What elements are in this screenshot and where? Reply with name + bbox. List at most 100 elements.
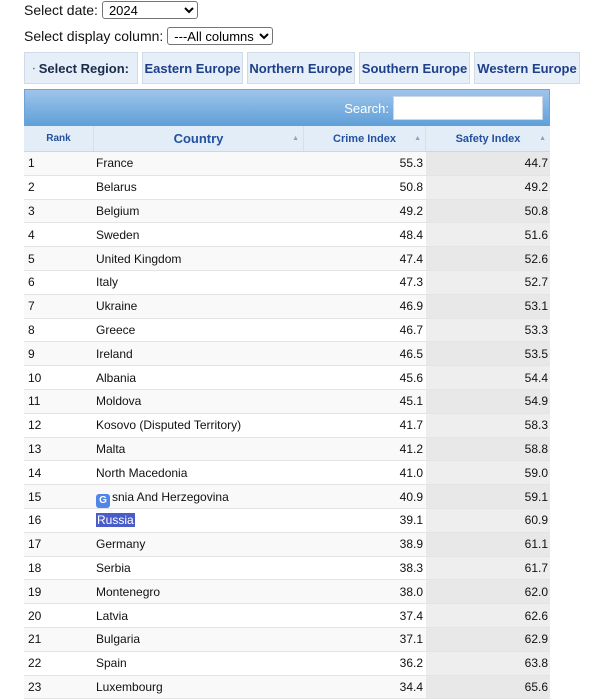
safety-cell: 62.9 <box>426 627 550 651</box>
rank-cell: 10 <box>24 366 94 389</box>
crime-cell-text: 46.9 <box>399 299 423 314</box>
region-eastern-europe[interactable]: Eastern Europe <box>142 52 243 84</box>
header-safety-index[interactable]: Safety Index ▲ <box>426 126 550 151</box>
header-crime-label: Crime Index <box>333 132 396 145</box>
safety-cell-text: 54.4 <box>524 370 548 385</box>
country-cell: Italy <box>94 271 304 294</box>
country-cell: Luxembourg <box>94 675 304 699</box>
crime-cell-text: 41.2 <box>399 441 423 456</box>
rank-cell-text: 22 <box>28 656 42 671</box>
crime-cell: 40.9 <box>304 485 426 508</box>
crime-cell: 46.5 <box>304 342 426 366</box>
rank-cell: 6 <box>24 271 94 294</box>
country-cell-text: Sweden <box>96 227 140 242</box>
country-cell: Malta <box>94 437 304 461</box>
crime-cell: 50.8 <box>304 176 426 199</box>
table-row: 14 North Macedonia 41.0 59.0 <box>24 461 550 486</box>
country-cell-text: Ukraine <box>96 299 138 314</box>
country-cell-text: Ireland <box>96 346 133 361</box>
safety-cell-text: 62.6 <box>524 608 548 623</box>
country-cell: Kosovo (Disputed Territory) <box>94 414 304 437</box>
crime-cell: 37.1 <box>304 627 426 651</box>
safety-cell: 53.1 <box>426 294 550 318</box>
google-translate-icon[interactable]: G <box>96 493 110 508</box>
safety-cell-text: 53.5 <box>524 346 548 361</box>
safety-cell-text: 50.8 <box>524 203 548 218</box>
table-row: 12 Kosovo (Disputed Territory) 41.7 58.3 <box>24 413 550 438</box>
rank-cell-text: 6 <box>28 275 35 290</box>
rank-cell-text: 9 <box>28 346 35 361</box>
header-country-label: Country <box>173 131 224 146</box>
crime-cell: 47.4 <box>304 247 426 270</box>
safety-cell: 54.9 <box>426 389 550 413</box>
country-cell: North Macedonia <box>94 461 304 484</box>
table-row: 20 Latvia 37.4 62.6 <box>24 604 550 628</box>
column-select[interactable]: ---All columns--- <box>167 27 274 45</box>
rank-cell: 22 <box>24 652 94 675</box>
country-cell: France <box>94 152 304 175</box>
rank-cell: 5 <box>24 247 94 270</box>
safety-cell-text: 58.3 <box>524 418 548 433</box>
rank-cell: 3 <box>24 199 94 223</box>
select-region-label: Select Region: <box>24 52 138 84</box>
country-cell-text: Spain <box>96 656 127 671</box>
rank-cell-text: 23 <box>28 679 42 694</box>
safety-cell-text: 51.6 <box>524 227 548 242</box>
country-cell: Sweden <box>94 223 304 246</box>
table-row: 6 Italy 47.3 52.7 <box>24 270 550 295</box>
search-label: Search: <box>344 100 389 116</box>
crime-cell-text: 36.2 <box>399 656 423 671</box>
table-row: 2 Belarus 50.8 49.2 <box>24 175 550 200</box>
country-cell-text: Greece <box>96 322 136 337</box>
country-cell-text: France <box>96 156 134 171</box>
region-western-europe[interactable]: Western Europe <box>474 52 580 84</box>
safety-cell: 58.8 <box>426 437 550 461</box>
crime-cell: 45.6 <box>304 366 426 389</box>
date-select[interactable]: 2024 <box>101 1 198 19</box>
rank-cell-text: 21 <box>28 632 42 647</box>
crime-cell: 38.9 <box>304 532 426 556</box>
table-row: 4 Sweden 48.4 51.6 <box>24 223 550 248</box>
rank-cell-text: 18 <box>28 560 42 575</box>
country-cell-text: United Kingdom <box>96 251 182 266</box>
crime-cell-text: 38.0 <box>399 584 423 599</box>
country-cell-text: Latvia <box>96 608 129 623</box>
rank-cell: 14 <box>24 461 94 484</box>
crime-cell: 48.4 <box>304 223 426 246</box>
country-cell: Bulgaria <box>94 627 304 651</box>
date-control: Select date: 2024 <box>24 1 198 19</box>
safety-cell: 59.0 <box>426 461 550 485</box>
crime-cell-text: 38.9 <box>399 537 423 552</box>
rank-cell-text: 12 <box>28 418 42 433</box>
crime-cell-text: 50.8 <box>399 180 423 195</box>
rank-cell-text: 16 <box>28 513 42 528</box>
country-cell: Spain <box>94 652 304 675</box>
safety-cell-text: 59.0 <box>524 465 548 480</box>
country-cell: Germany <box>94 532 304 556</box>
sort-arrow-icon: ▲ <box>292 135 299 142</box>
safety-cell-text: 52.6 <box>524 251 548 266</box>
region-northern-europe[interactable]: Northern Europe <box>247 52 355 84</box>
rank-cell-text: 7 <box>28 299 35 314</box>
rank-cell: 13 <box>24 437 94 461</box>
search-bar: Search: <box>24 89 550 126</box>
crime-cell: 45.1 <box>304 389 426 413</box>
rank-cell-text: 11 <box>28 394 41 409</box>
ranking-table: Search: Rank Country ▲ Crime Index ▲ Safet… <box>24 89 550 700</box>
safety-cell-text: 62.0 <box>524 584 548 599</box>
header-country[interactable]: Country ▲ <box>94 126 304 151</box>
country-cell: Latvia <box>94 604 304 627</box>
crime-cell-text: 48.4 <box>399 227 423 242</box>
header-crime-index[interactable]: Crime Index ▲ <box>304 126 426 151</box>
search-input[interactable] <box>393 96 543 120</box>
header-safety-label: Safety Index <box>455 132 521 145</box>
table-row: 18 Serbia 38.3 61.7 <box>24 556 550 581</box>
header-rank-label: Rank <box>46 133 71 144</box>
rank-cell-text: 3 <box>28 203 35 218</box>
safety-cell-text: 58.8 <box>524 441 548 456</box>
country-cell-text: snia And Herzegovina <box>112 489 229 504</box>
crime-cell-text: 55.3 <box>399 156 423 171</box>
header-rank[interactable]: Rank <box>24 126 94 151</box>
region-southern-europe[interactable]: Southern Europe <box>359 52 470 84</box>
